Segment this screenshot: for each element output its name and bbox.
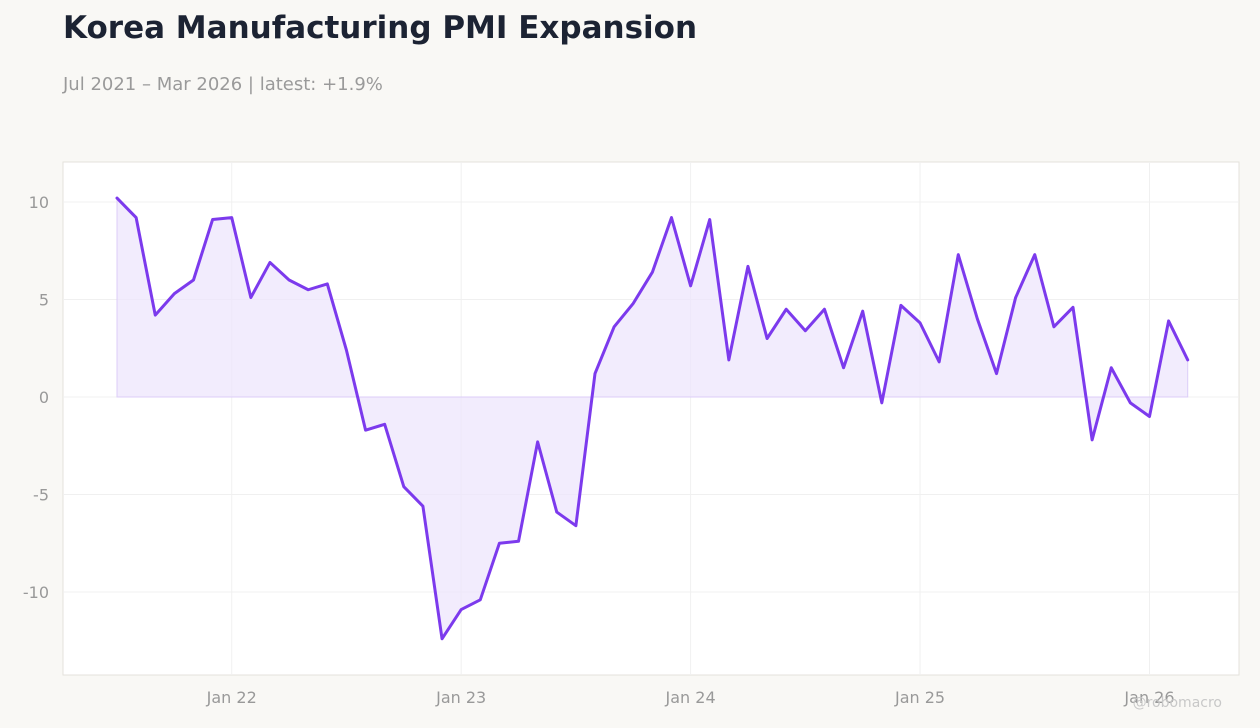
data-point (1072, 306, 1075, 309)
data-point (383, 423, 386, 426)
data-point (919, 321, 922, 324)
y-tick-label: 5 (39, 291, 49, 310)
data-point (421, 505, 424, 508)
data-point (899, 304, 902, 307)
x-tick-label: Jan 25 (894, 688, 945, 707)
data-point (230, 216, 233, 219)
data-point (479, 598, 482, 601)
data-point (766, 337, 769, 340)
data-point (1091, 438, 1094, 441)
data-point (249, 296, 252, 299)
data-point (345, 349, 348, 352)
data-point (268, 261, 271, 264)
data-point (1052, 325, 1055, 328)
data-point (441, 637, 444, 640)
data-point (842, 366, 845, 369)
data-point (154, 314, 157, 317)
data-point (574, 524, 577, 527)
pmi-expansion-line (115, 196, 1190, 641)
data-point (708, 218, 711, 221)
data-point (613, 325, 616, 328)
data-point (785, 308, 788, 311)
x-axis-ticks: Jan 22 Jan 23 Jan 24 Jan 25 Jan 26 (206, 688, 1175, 707)
watermark: @robomacro (1132, 695, 1222, 711)
data-point (938, 360, 941, 363)
chart-subtitle: Jul 2021 – Mar 2026 | latest: +1.9% (63, 74, 383, 95)
data-point (1110, 366, 1113, 369)
data-point (460, 608, 463, 611)
data-point (116, 197, 119, 200)
data-point (727, 358, 730, 361)
y-tick-label: 10 (29, 193, 49, 212)
data-point (211, 218, 214, 221)
y-tick-label: -5 (33, 486, 49, 505)
data-point (957, 253, 960, 256)
data-point (326, 282, 329, 285)
data-point (861, 310, 864, 313)
data-point (1148, 415, 1151, 418)
data-point (976, 318, 979, 321)
data-point (689, 284, 692, 287)
chart-title: Korea Manufacturing PMI Expansion (63, 10, 698, 46)
data-point (192, 279, 195, 282)
data-point (364, 429, 367, 432)
data-point (880, 401, 883, 404)
y-axis-ticks: 10 5 0 -5 -10 (23, 193, 49, 602)
data-point (555, 511, 558, 514)
data-point (1167, 319, 1170, 322)
y-tick-label: -10 (23, 583, 49, 602)
plot-area (62, 161, 1240, 676)
data-point (1129, 401, 1132, 404)
data-point (632, 302, 635, 305)
data-point (1186, 358, 1189, 361)
data-point (804, 329, 807, 332)
data-point (670, 216, 673, 219)
x-tick-label: Jan 26 (1123, 688, 1174, 707)
data-point (1033, 253, 1036, 256)
data-point (746, 265, 749, 268)
data-point (498, 542, 501, 545)
data-point (651, 271, 654, 274)
data-point (594, 372, 597, 375)
data-point (135, 216, 138, 219)
data-point (288, 279, 291, 282)
data-point (1014, 296, 1017, 299)
x-tick-label: Jan 24 (665, 688, 716, 707)
data-point (536, 440, 539, 443)
y-tick-label: 0 (39, 388, 49, 407)
data-point (173, 292, 176, 295)
data-point (402, 485, 405, 488)
data-point (307, 288, 310, 291)
data-point (823, 308, 826, 311)
x-tick-label: Jan 23 (435, 688, 486, 707)
data-point (995, 372, 998, 375)
data-point (517, 540, 520, 543)
x-tick-label: Jan 22 (206, 688, 257, 707)
